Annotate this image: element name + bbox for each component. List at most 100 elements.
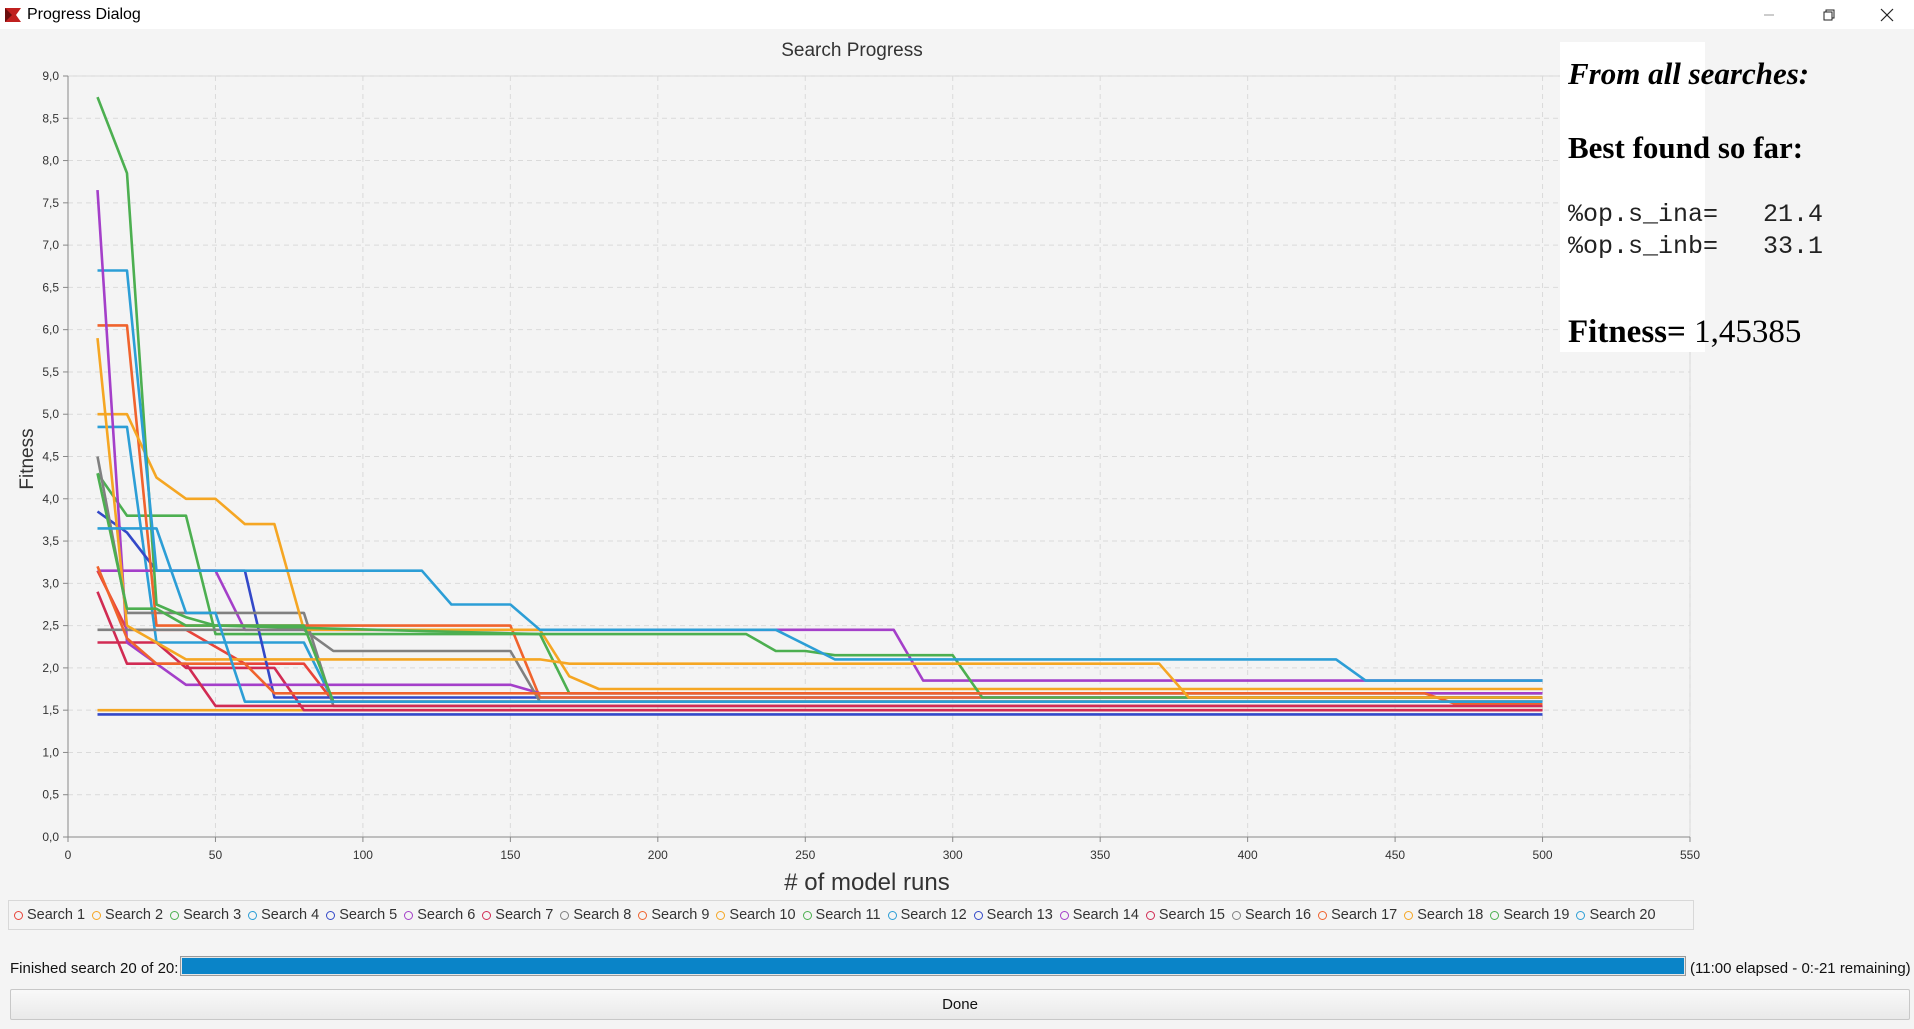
legend-item: Search 20 [1576,907,1656,923]
legend-item: Search 13 [973,907,1053,923]
legend-label: Search 13 [986,907,1053,923]
legend-label: Search 11 [815,907,881,923]
x-tick-label: 450 [1385,848,1405,862]
legend-item: Search 11 [802,907,881,923]
series-line-7 [97,641,1543,712]
legend-item: Search 3 [170,907,241,923]
legend-label: Search 8 [573,907,632,923]
chart-legend: Search 1 Search 2 Search 3 Search 4 Search 5… [8,900,1694,930]
legend-label: Search 4 [261,907,320,923]
legend-marker-icon [14,910,23,920]
y-tick-label: 3,5 [42,534,59,548]
legend-marker-icon [560,910,570,920]
legend-item: Search 17 [1318,907,1397,923]
legend-label: Search 6 [417,907,476,923]
restore-icon [1823,9,1835,20]
series-line-12 [97,269,1543,682]
legend-item: Search 4 [248,907,319,923]
close-icon [1880,8,1894,21]
legend-marker-icon [887,910,897,920]
best-result-text: From all searches: Best found so far: %o… [1560,42,1900,352]
y-tick-label: 9,0 [42,69,59,83]
legend-label: Search 12 [900,907,967,923]
restore-button[interactable] [1800,0,1858,29]
y-tick-label: 4,5 [42,450,59,464]
legend-label: Search 19 [1503,907,1570,923]
legend-label: Search 14 [1072,907,1139,923]
legend-label: Search 5 [339,907,398,923]
close-button[interactable] [1858,0,1914,29]
legend-item: Search 1 [14,907,85,923]
title-bar: Progress Dialog [0,0,1914,29]
progress-bar [180,956,1686,976]
minimize-icon [1764,14,1774,15]
search-progress-chart: 0,0 0,5 1,0 1,5 2,0 2,5 3,0 3,5 4,0 4,5 5,0 5,5 6,0 6… [0,29,1823,936]
legend-marker-icon [170,910,180,920]
elapsed-time: (11:00 elapsed - 0:-21 remaining) [1690,960,1911,977]
y-tick-label: 7,0 [42,238,59,252]
series-line-14 [96,190,1543,695]
param-row: %op.s_ina= 21.4 [1568,200,1824,229]
legend-marker-icon [1059,910,1069,920]
x-tick-label: 50 [209,848,223,862]
legend-marker-icon [973,910,983,920]
y-tick-label: 1,5 [42,703,59,717]
x-axis-label: # of model runs [784,869,949,896]
y-tick-label: 0,0 [42,830,59,844]
fitness-readout: Fitness= 1,45385 [1568,314,1801,351]
y-tick-label: 2,0 [42,661,59,675]
series-line-5 [96,510,1543,699]
x-tick-label: 0 [65,848,72,862]
legend-item: Search 6 [404,907,475,923]
y-axis-label: Fitness [17,428,38,489]
y-tick-label: 5,5 [42,365,59,379]
legend-marker-icon [326,910,336,920]
fitness-value: 1,45385 [1694,314,1802,350]
y-tick-label: 1,0 [42,745,59,759]
progress-fill [182,958,1684,974]
legend-item: Search 10 [716,907,796,923]
y-tick-label: 6,0 [42,323,59,337]
minimize-button[interactable] [1740,0,1798,29]
status-label: Finished search 20 of 20: [10,960,179,977]
y-tick-label: 6,5 [42,280,59,294]
legend-item: Search 9 [638,907,709,923]
legend-label: Search 16 [1245,907,1312,923]
legend-label: Search 7 [495,907,554,923]
x-tick-label: 500 [1533,848,1553,862]
x-tick-label: 350 [1090,848,1110,862]
legend-marker-icon [1145,910,1155,920]
legend-marker-icon [802,910,812,920]
legend-item: Search 12 [887,907,967,923]
fitness-label: Fitness= [1568,314,1686,350]
series-line-8 [96,456,1543,708]
y-tick-label: 8,5 [42,111,59,125]
legend-item: Search 16 [1232,907,1311,923]
y-tick-label: 5,0 [42,407,59,421]
best-result-panel [1560,42,1705,352]
legend-label: Search 17 [1331,907,1398,923]
x-tick-label: 150 [500,848,520,862]
legend-marker-icon [1404,910,1414,920]
legend-marker-icon [1318,910,1328,920]
legend-item: Search 18 [1404,907,1483,923]
legend-marker-icon [1490,910,1500,920]
series-line-11 [96,96,1543,699]
legend-marker-icon [1232,910,1241,920]
info-title: From all searches: [1568,56,1810,91]
chart-svg: 0,0 0,5 1,0 1,5 2,0 2,5 3,0 3,5 4,0 4,5 5,0 5,5 6,0 6… [17,40,1700,896]
legend-label: Search 3 [183,907,242,923]
chart-series [96,96,1543,716]
y-tick-label: 8,0 [42,154,59,168]
app-icon [5,8,21,22]
legend-marker-icon [482,910,492,920]
series-line-20 [97,527,1543,704]
legend-label: Search 20 [1589,907,1656,923]
legend-label: Search 18 [1417,907,1484,923]
series-line-18 [96,337,1543,699]
done-button[interactable]: Done [10,989,1910,1020]
legend-label: Search 10 [729,907,796,923]
y-tick-label: 2,5 [42,619,59,633]
legend-marker-icon [404,910,414,920]
x-tick-label: 100 [353,848,373,862]
